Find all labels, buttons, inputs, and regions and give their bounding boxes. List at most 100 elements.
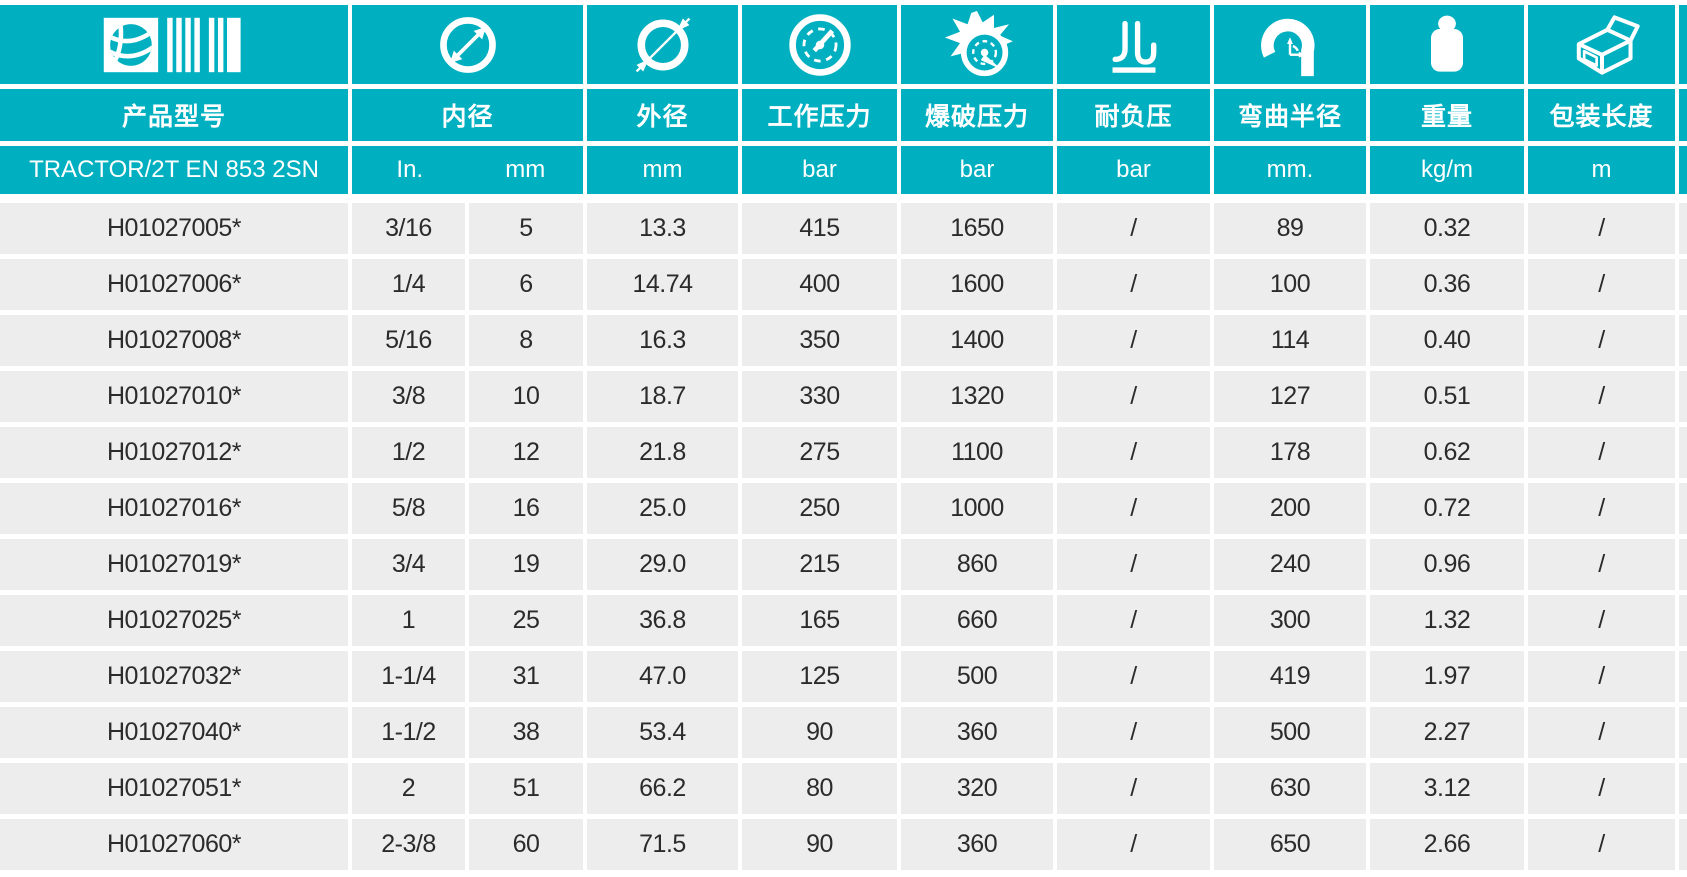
cell-burst-pressure: 1100: [901, 427, 1053, 478]
table-row: H01027040* 1-1/2 38 53.4 90 360/500 2.27/: [0, 707, 1687, 758]
table-row: H01027051* 2 51 66.2 80 320/630 3.12/: [0, 763, 1687, 814]
table-row: H01027016* 5/8 16 25.0 250 1000/200 0.72/: [0, 483, 1687, 534]
cell-burst-pressure: 1000: [901, 483, 1053, 534]
cell-inner-diameter-in: 2-3/8: [352, 819, 465, 870]
cell-weight: 0.40: [1370, 315, 1524, 366]
cell-inner-diameter-in: 1-1/2: [352, 707, 465, 758]
table-row: H01027010* 3/8 10 18.7 330 1320/127 0.51/: [0, 371, 1687, 422]
cell-product: H01027016*: [0, 483, 348, 534]
unit-burst-pressure: bar: [901, 146, 1053, 194]
header-bend-radius: 弯曲半径: [1214, 89, 1366, 141]
table-row: H01027008* 5/16 8 16.3 350 1400/114 0.40/: [0, 315, 1687, 366]
table-row: H01027005* 3/16 5 13.3 415 1650/89 0.32/: [0, 203, 1687, 254]
cell-product: H01027025*: [0, 595, 348, 646]
units-row: TRACTOR/2T EN 853 2SN In. mm mm bar bar …: [0, 146, 1687, 194]
cell-product: H01027010*: [0, 371, 348, 422]
cell-product: H01027051*: [0, 763, 348, 814]
cell-outer-diameter: 18.7: [587, 371, 738, 422]
cell-working-pressure: 215: [742, 539, 897, 590]
cell-weight: 0.36: [1370, 259, 1524, 310]
cut-off-column-sliver: [1679, 203, 1687, 254]
burst-gauge-icon: [901, 5, 1053, 84]
cell-burst-pressure: 360: [901, 707, 1053, 758]
cell-inner-diameter-in: 3/4: [352, 539, 465, 590]
cell-weight: 3.12: [1370, 763, 1524, 814]
cell-vacuum-resistance: /: [1057, 315, 1210, 366]
cell-outer-diameter: 47.0: [587, 651, 738, 702]
cell-working-pressure: 80: [742, 763, 897, 814]
cell-package-length: /: [1528, 707, 1675, 758]
cell-inner-diameter-in: 3/16: [352, 203, 465, 254]
header-working-pressure: 工作压力: [742, 89, 897, 141]
cut-off-column-sliver: [1679, 259, 1687, 310]
cell-outer-diameter: 66.2: [587, 763, 738, 814]
cell-outer-diameter: 21.8: [587, 427, 738, 478]
cell-vacuum-resistance: /: [1057, 427, 1210, 478]
cell-vacuum-resistance: /: [1057, 483, 1210, 534]
cell-inner-diameter-in: 1/4: [352, 259, 465, 310]
cell-package-length: /: [1528, 539, 1675, 590]
cell-bend-radius: 200: [1214, 483, 1366, 534]
cell-package-length: /: [1528, 763, 1675, 814]
cell-outer-diameter: 16.3: [587, 315, 738, 366]
cell-bend-radius: 127: [1214, 371, 1366, 422]
cell-burst-pressure: 500: [901, 651, 1053, 702]
cell-outer-diameter: 14.74: [587, 259, 738, 310]
table-row: H01027060* 2-3/8 60 71.5 90 360/650 2.66/: [0, 819, 1687, 870]
cell-burst-pressure: 1650: [901, 203, 1053, 254]
unit-weight: kg/m: [1370, 146, 1524, 194]
cell-weight: 0.62: [1370, 427, 1524, 478]
cell-weight: 2.66: [1370, 819, 1524, 870]
cell-working-pressure: 275: [742, 427, 897, 478]
cell-package-length: /: [1528, 427, 1675, 478]
cell-bend-radius: 114: [1214, 315, 1366, 366]
unit-vacuum-resistance: bar: [1057, 146, 1210, 194]
cell-weight: 1.97: [1370, 651, 1524, 702]
unit-outer-diameter: mm: [587, 146, 738, 194]
cell-package-length: /: [1528, 595, 1675, 646]
cell-outer-diameter: 29.0: [587, 539, 738, 590]
header-outer-diameter: 外径: [587, 89, 738, 141]
globe-barcode-logo-icon: [0, 5, 348, 84]
cell-inner-diameter-in: 2: [352, 763, 465, 814]
cell-working-pressure: 250: [742, 483, 897, 534]
cell-inner-diameter-in: 3/8: [352, 371, 465, 422]
cell-working-pressure: 90: [742, 819, 897, 870]
header-vacuum-resistance: 耐负压: [1057, 89, 1210, 141]
cell-package-length: /: [1528, 483, 1675, 534]
bend-radius-icon: [1214, 5, 1366, 84]
cell-inner-diameter-mm: 25: [469, 595, 583, 646]
unit-inner-diameter-in: In.: [396, 156, 424, 183]
cell-weight: 2.27: [1370, 707, 1524, 758]
table-row: H01027032* 1-1/4 31 47.0 125 500/419 1.97/: [0, 651, 1687, 702]
cell-inner-diameter-mm: 31: [469, 651, 583, 702]
cell-burst-pressure: 320: [901, 763, 1053, 814]
outer-diameter-icon: [587, 5, 738, 84]
cell-inner-diameter-in: 5/16: [352, 315, 465, 366]
cell-vacuum-resistance: /: [1057, 371, 1210, 422]
cut-off-column-sliver: [1679, 595, 1687, 646]
cell-bend-radius: 100: [1214, 259, 1366, 310]
cell-inner-diameter-mm: 51: [469, 763, 583, 814]
cell-outer-diameter: 53.4: [587, 707, 738, 758]
cell-burst-pressure: 1400: [901, 315, 1053, 366]
cell-inner-diameter-in: 1/2: [352, 427, 465, 478]
cell-product: H01027032*: [0, 651, 348, 702]
cell-burst-pressure: 360: [901, 819, 1053, 870]
header-product: 产品型号: [0, 89, 348, 141]
cell-inner-diameter-mm: 6: [469, 259, 583, 310]
table-row: H01027019* 3/4 19 29.0 215 860/240 0.96/: [0, 539, 1687, 590]
header-package-length: 包装长度: [1528, 89, 1675, 141]
cell-working-pressure: 90: [742, 707, 897, 758]
cell-weight: 0.51: [1370, 371, 1524, 422]
cut-off-column-sliver: [1679, 819, 1687, 870]
cell-package-length: /: [1528, 371, 1675, 422]
cell-inner-diameter-mm: 60: [469, 819, 583, 870]
table-body: H01027005* 3/16 5 13.3 415 1650/89 0.32/H01027…: [0, 203, 1687, 870]
cut-off-column-sliver: [1679, 539, 1687, 590]
cut-off-column-sliver: [1679, 483, 1687, 534]
cell-burst-pressure: 1600: [901, 259, 1053, 310]
table-row: H01027025* 1 25 36.8 165 660/300 1.32/: [0, 595, 1687, 646]
cell-bend-radius: 240: [1214, 539, 1366, 590]
